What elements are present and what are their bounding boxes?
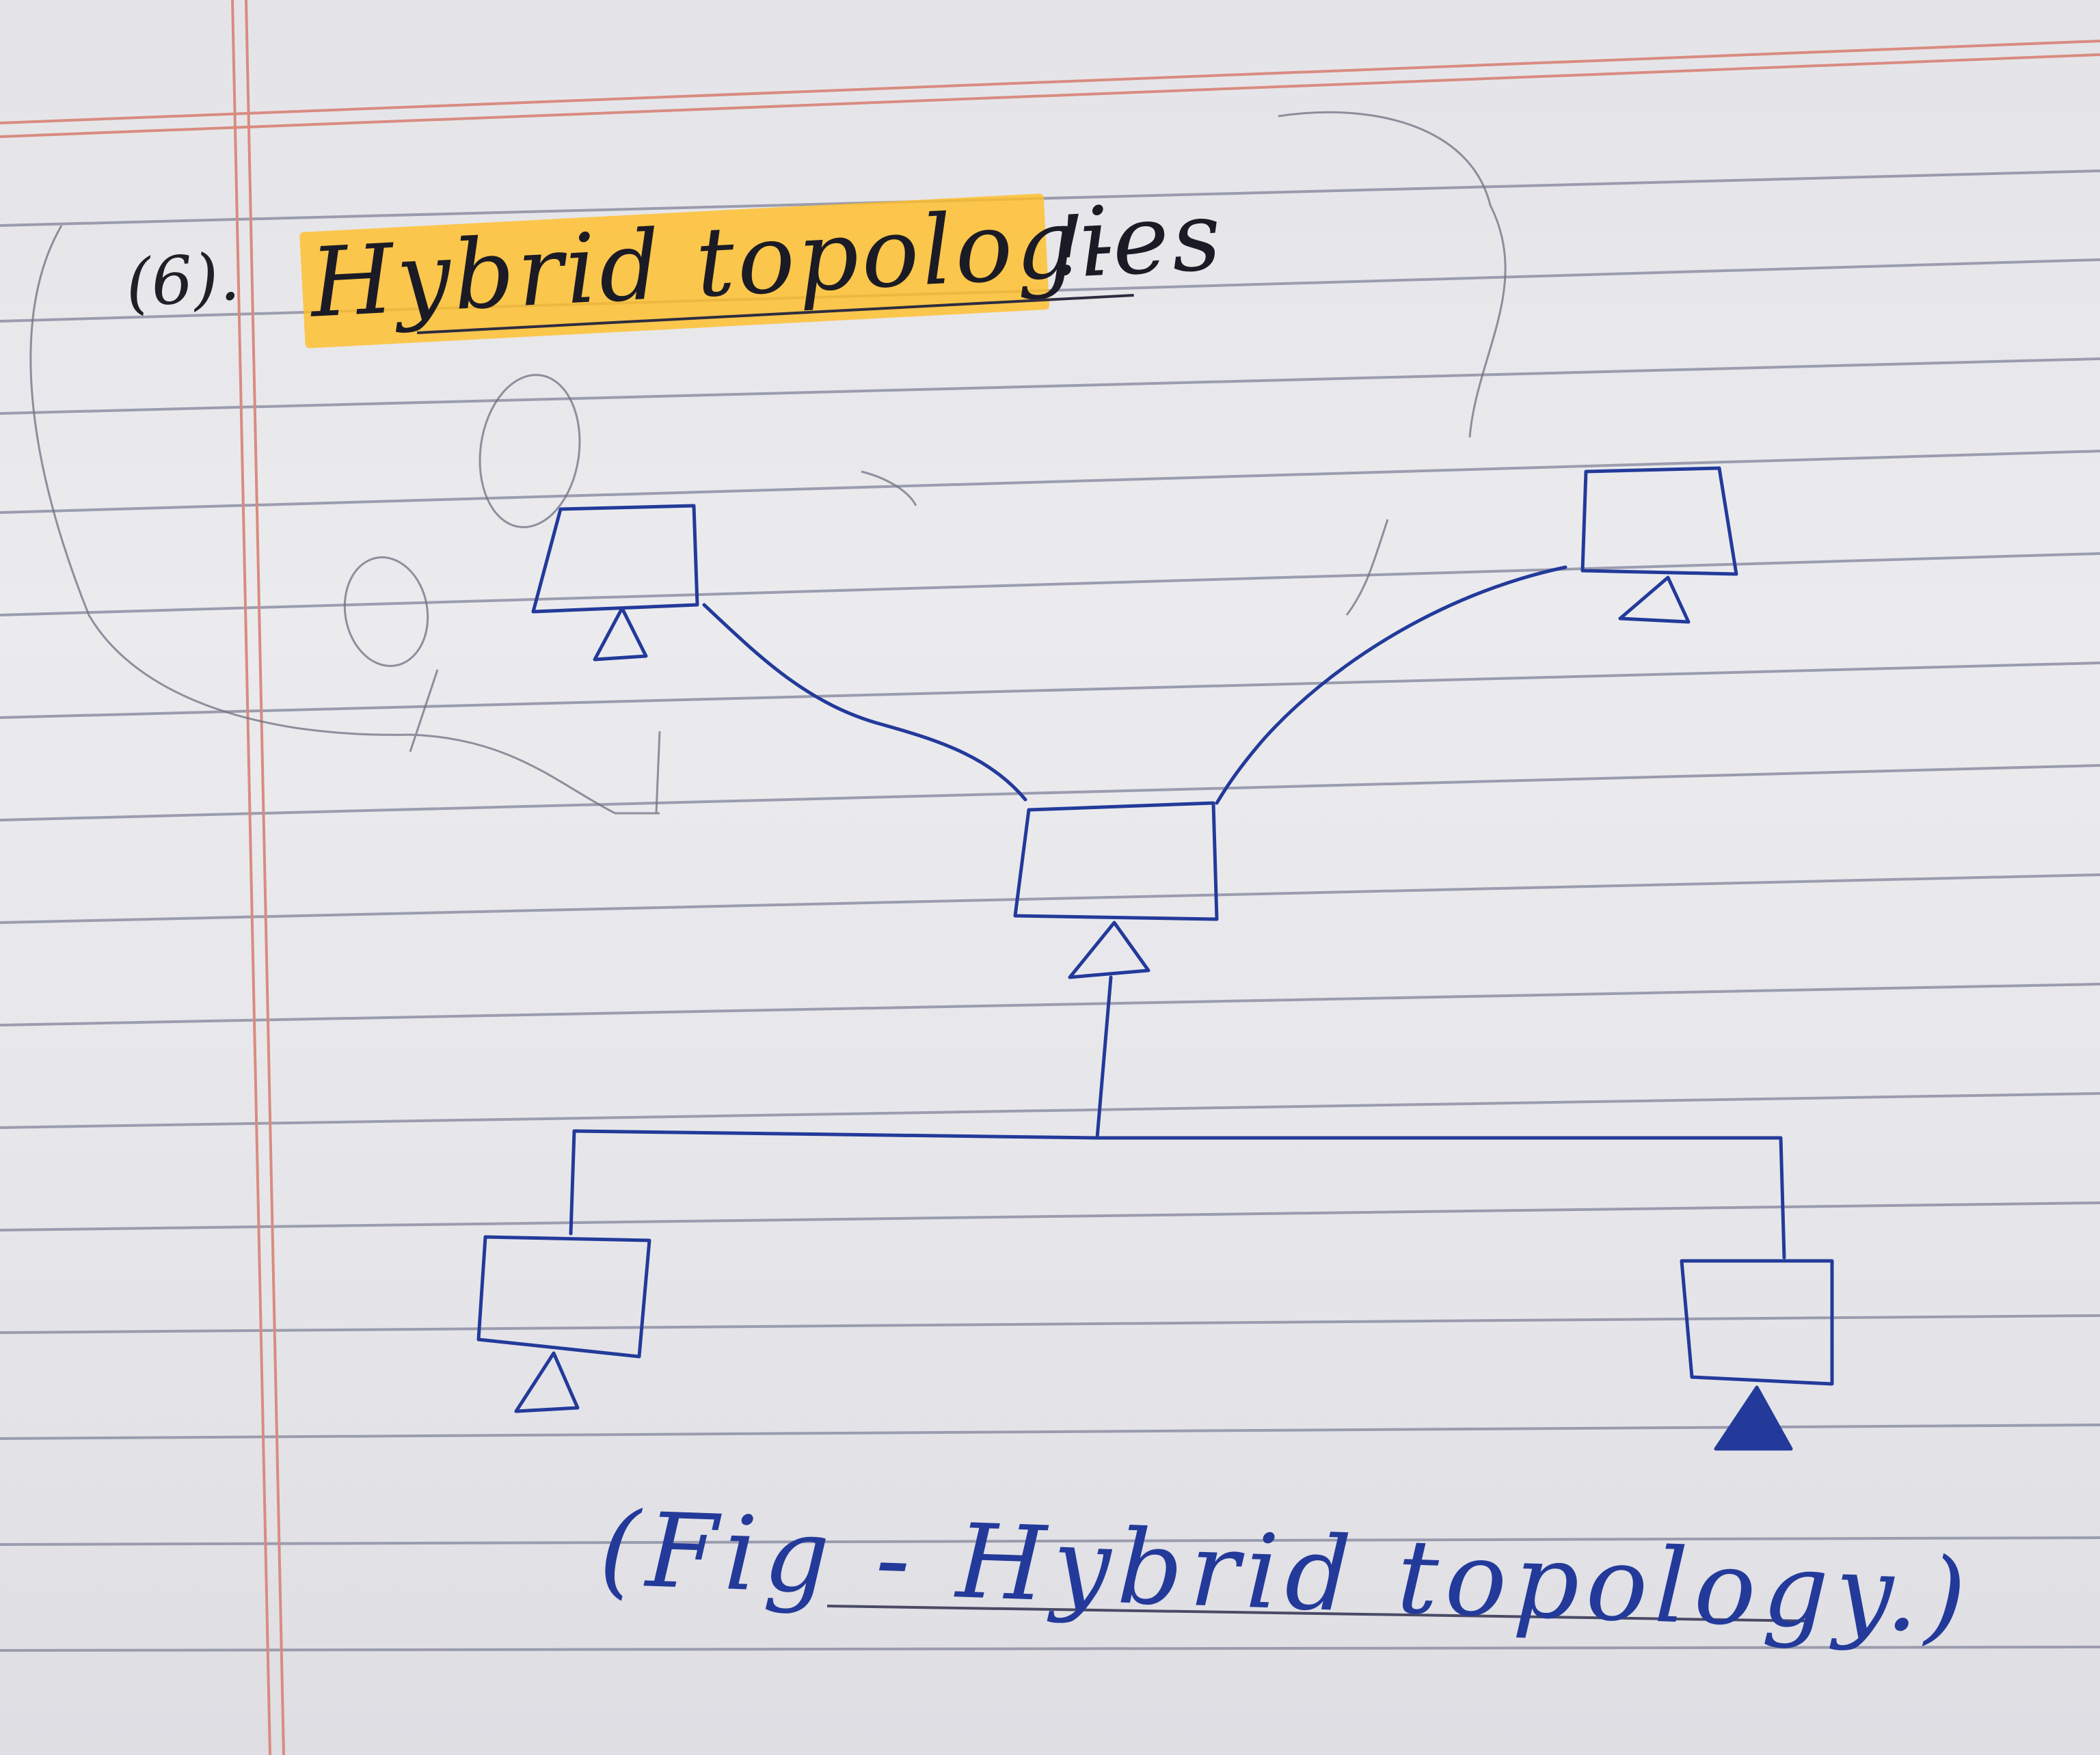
center-stand xyxy=(1068,921,1150,979)
center-computer xyxy=(1013,801,1219,921)
margin-line xyxy=(245,0,285,1755)
top-left-computer xyxy=(531,504,699,614)
rule-line xyxy=(0,764,2100,821)
bus-backbone xyxy=(572,1129,1786,1260)
top-right-stand xyxy=(1618,575,1691,624)
link-top-right-to-center xyxy=(1215,565,1567,805)
rule-line xyxy=(0,169,2100,227)
margin-line xyxy=(231,0,271,1755)
header-line xyxy=(0,53,2100,138)
heading-suffix: !- xyxy=(1050,196,1116,295)
bottom-right-stand-filled xyxy=(1714,1385,1793,1451)
rule-line xyxy=(0,450,2100,514)
link-center-to-bus xyxy=(1095,975,1113,1140)
bottom-right-computer xyxy=(1680,1259,1834,1386)
bottom-left-stand xyxy=(514,1351,580,1413)
rule-line xyxy=(0,1201,2100,1232)
bottom-left-computer xyxy=(476,1235,651,1359)
rule-line xyxy=(0,1092,2100,1129)
rule-line xyxy=(0,873,2100,924)
header-line xyxy=(0,40,2100,124)
rule-line xyxy=(0,662,2100,719)
heading-number: (6). xyxy=(123,238,242,323)
rule-line xyxy=(0,1536,2100,1546)
link-top-left-to-center xyxy=(702,603,1027,802)
caption-underline xyxy=(826,1605,1812,1622)
rule-line xyxy=(0,1314,2100,1334)
heading: (6). Hybrid topologies !- xyxy=(123,180,1226,369)
rule-line xyxy=(0,983,2100,1026)
top-right-computer xyxy=(1580,466,1738,576)
bus-drop-left xyxy=(569,1129,576,1236)
rule-line xyxy=(0,357,2100,415)
rule-line xyxy=(0,1646,2100,1652)
rule-line xyxy=(0,552,2100,616)
top-left-stand xyxy=(593,606,648,662)
pencil-doodles xyxy=(29,111,1507,815)
